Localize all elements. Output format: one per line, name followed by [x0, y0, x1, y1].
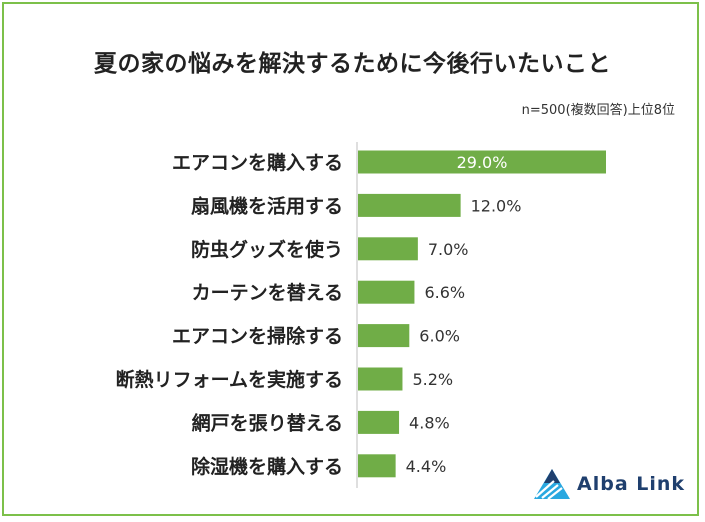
data-label: 4.4% [406, 457, 447, 476]
category-label: カーテンを替える [192, 281, 343, 304]
category-label: 断熱リフォームを実施する [116, 368, 343, 391]
data-label: 6.0% [419, 327, 460, 346]
chart-subtitle: n=500(複数回答)上位8位 [521, 103, 675, 118]
category-label: 扇風機を活用する [191, 194, 343, 217]
bar [358, 324, 410, 348]
bar [358, 237, 418, 261]
category-label: 防虫グッズを使う [191, 238, 343, 261]
bar [358, 454, 396, 478]
alba-link-logo-icon [534, 469, 570, 500]
category-label: 網戸を張り替える [192, 411, 343, 434]
bar [358, 280, 415, 304]
category-label: エアコンを購入する [172, 151, 343, 174]
bar [358, 367, 403, 391]
data-label: 5.2% [412, 370, 453, 389]
chart-frame [2, 2, 699, 516]
data-label: 4.8% [409, 413, 450, 432]
bar [358, 410, 400, 434]
category-label: エアコンを掃除する [172, 325, 343, 348]
chart-title: 夏の家の悩みを解決するために今後行いたいこと [94, 51, 611, 77]
bar [358, 150, 606, 174]
bar [358, 193, 461, 217]
brand-name: Alba Link [577, 473, 686, 495]
brand-logo: Alba Link [532, 467, 692, 503]
data-label: 12.0% [471, 196, 522, 215]
data-label: 7.0% [428, 240, 469, 259]
data-label: 6.6% [424, 283, 465, 302]
category-label: 除湿機を購入する [191, 455, 343, 478]
data-label: 29.0% [457, 153, 508, 172]
